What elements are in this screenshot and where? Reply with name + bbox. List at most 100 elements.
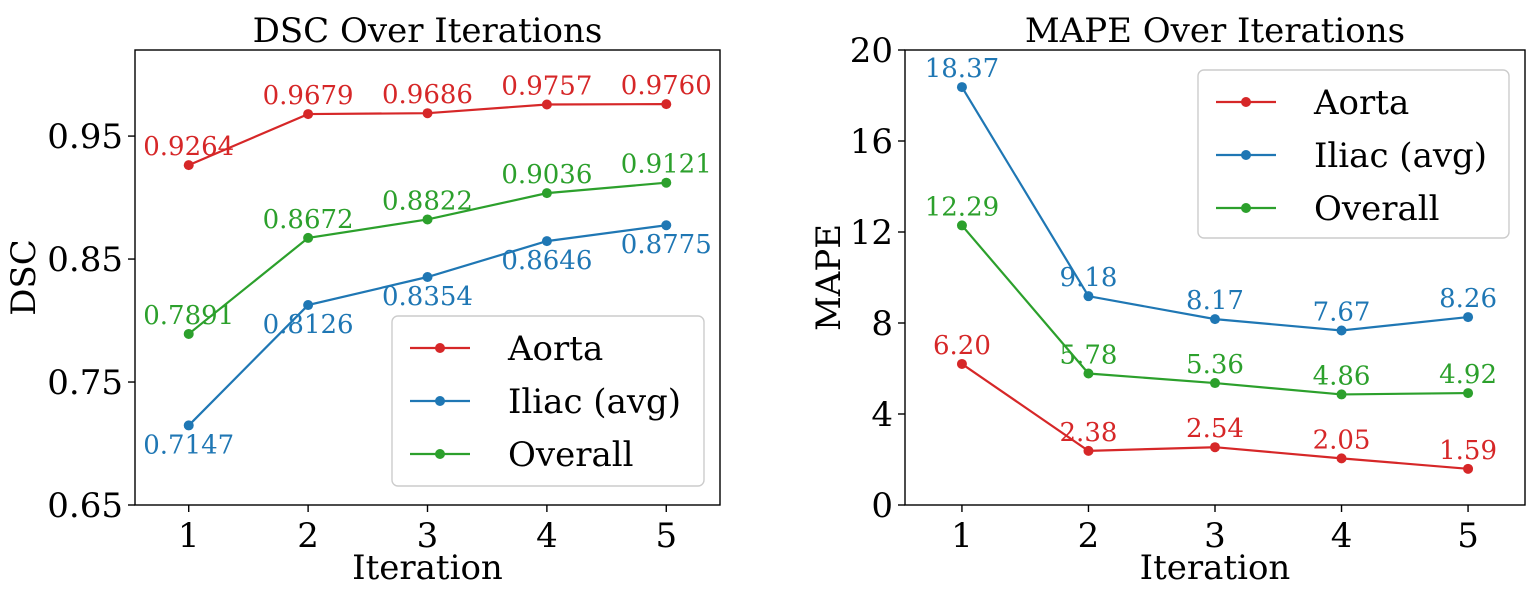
y-tick-label: 8	[871, 304, 893, 344]
y-tick-label: 12	[850, 213, 893, 253]
data-label: 0.7891	[143, 301, 234, 331]
legend-box	[391, 315, 705, 487]
data-point	[1463, 388, 1474, 399]
x-axis-label: Iteration	[352, 548, 503, 588]
data-point	[541, 236, 552, 247]
data-label: 0.8646	[501, 246, 592, 276]
legend: Aorta Iliac (avg) Overall	[1197, 69, 1510, 239]
data-label: 0.8775	[621, 230, 712, 260]
data-label: 18.37	[925, 54, 999, 84]
data-label: 6.20	[933, 331, 991, 361]
data-label: 0.9121	[621, 150, 712, 180]
data-point	[422, 108, 433, 119]
data-label: 1.59	[1439, 436, 1497, 466]
x-tick-label: 3	[417, 516, 439, 556]
data-point	[303, 300, 314, 311]
data-label: 2.38	[1060, 418, 1118, 448]
data-label: 0.8126	[263, 310, 354, 340]
legend-marker	[1241, 150, 1251, 160]
y-tick-label: 0.75	[47, 363, 123, 403]
data-label: 5.78	[1060, 341, 1118, 371]
data-point	[661, 220, 672, 231]
y-tick-label: 0.95	[47, 117, 123, 157]
y-tick-label: 0	[871, 486, 893, 526]
data-label: 0.9679	[263, 81, 354, 111]
y-tick-label: 0.85	[47, 240, 123, 280]
data-point	[422, 272, 433, 283]
data-point	[183, 328, 194, 339]
legend-marker	[1241, 203, 1251, 213]
legend-marker	[435, 343, 445, 353]
data-label: 0.8672	[263, 205, 354, 235]
y-tick-label: 0.65	[47, 486, 123, 526]
y-tick-label: 16	[850, 122, 893, 162]
data-label: 7.67	[1313, 298, 1371, 328]
legend-marker	[435, 449, 445, 459]
data-point	[1210, 442, 1220, 453]
x-axis-label: Iteration	[1140, 548, 1291, 588]
data-point	[183, 160, 194, 171]
data-label: 4.86	[1313, 361, 1371, 391]
x-tick-label: 4	[1331, 516, 1353, 556]
x-tick-label: 1	[178, 516, 200, 556]
data-label: 0.9686	[382, 80, 473, 110]
data-point	[1083, 291, 1094, 302]
x-tick-label: 1	[951, 516, 973, 556]
data-label: 0.9757	[501, 71, 592, 101]
data-label: 0.9264	[143, 132, 234, 162]
data-label: 0.8354	[382, 282, 473, 312]
legend-label: Overall	[1314, 189, 1439, 229]
y-axis-label: MAPE	[809, 224, 849, 331]
data-point	[1210, 314, 1220, 325]
chart-title: DSC Over Iterations	[253, 11, 603, 51]
legend-box	[1197, 69, 1510, 239]
data-point	[1336, 453, 1347, 464]
legend-label: Aorta	[507, 329, 603, 369]
x-tick-label: 5	[655, 516, 677, 556]
data-label: 4.92	[1439, 360, 1497, 390]
legend-label: Iliac (avg)	[1314, 136, 1487, 176]
data-point	[541, 99, 552, 110]
data-point	[303, 232, 314, 243]
data-label: 2.05	[1313, 425, 1371, 455]
data-point	[422, 214, 433, 225]
data-point	[1463, 463, 1474, 474]
data-point	[956, 358, 967, 369]
data-label: 0.8822	[382, 186, 473, 216]
data-label: 5.36	[1186, 350, 1244, 380]
chart-title: MAPE Over Iterations	[1025, 11, 1405, 51]
legend-label: Iliac (avg)	[508, 382, 681, 422]
data-point	[183, 420, 194, 431]
data-point	[303, 109, 314, 120]
x-tick-label: 3	[1204, 516, 1226, 556]
legend-marker	[1241, 97, 1251, 107]
legend: Aorta Iliac (avg) Overall	[391, 315, 705, 487]
x-tick-label: 2	[297, 516, 319, 556]
data-point	[1336, 325, 1347, 336]
chart-panel-2: MAPE Over Iterations 6.20 2.38 2.54 2.05 1.59…	[809, 11, 1526, 588]
y-tick-label: 20	[850, 31, 893, 71]
data-point	[1463, 312, 1474, 323]
chart-panel-1: DSC Over Iterations 0.9264 0.9679 0.9686 0.9…	[4, 11, 721, 588]
data-label: 9.18	[1060, 263, 1118, 293]
data-point	[1083, 368, 1094, 379]
data-label: 0.9036	[501, 160, 592, 190]
data-point	[956, 220, 967, 231]
data-point	[661, 99, 672, 110]
data-label: 8.17	[1186, 286, 1244, 316]
y-tick-label: 4	[871, 395, 893, 435]
legend-marker	[435, 396, 445, 406]
x-tick-label: 2	[1078, 516, 1100, 556]
legend-label: Aorta	[1313, 83, 1409, 123]
data-point	[1083, 445, 1094, 456]
legend-label: Overall	[508, 435, 633, 475]
data-point	[1336, 389, 1347, 400]
y-axis-label: DSC	[4, 239, 44, 316]
data-point	[956, 82, 967, 93]
data-label: 12.29	[925, 192, 999, 222]
data-label: 0.7147	[143, 430, 234, 460]
x-tick-label: 4	[536, 516, 558, 556]
x-tick-label: 5	[1457, 516, 1479, 556]
data-point	[541, 188, 552, 199]
